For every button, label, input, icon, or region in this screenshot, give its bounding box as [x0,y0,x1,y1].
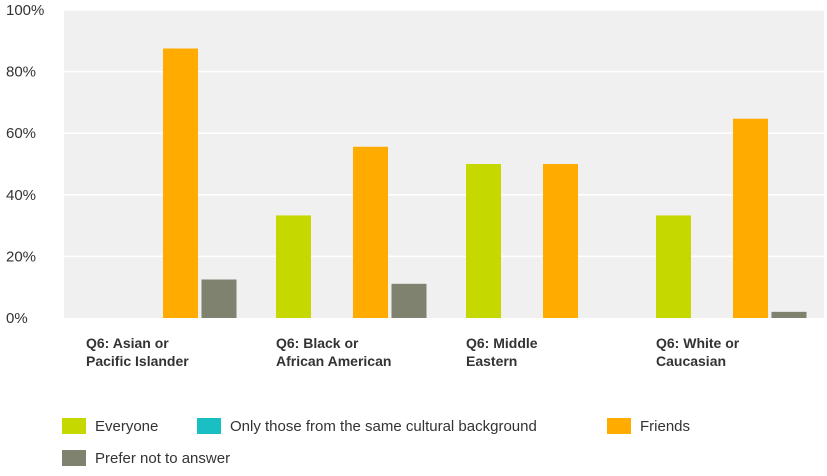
bar-prefer-not-to-answer [391,283,427,318]
legend-swatch [607,418,631,434]
bar-everyone [276,215,311,318]
y-tick-label: 20% [6,248,36,265]
y-tick-label: 100% [6,2,44,19]
legend-label: Prefer not to answer [95,449,231,467]
x-category-label-line: Caucasian [656,353,726,369]
legend-item: Prefer not to answer [62,448,230,468]
legend-item: Only those from the same cultural backgr… [197,416,537,436]
x-category-label: Q6: Middle Eastern [466,335,538,369]
bar-friends [163,48,198,318]
legend-swatch [62,418,86,434]
bar-everyone [656,215,691,318]
x-category-label-line: Q6: Middle [466,335,538,351]
x-category-label-line: Q6: Black or [276,335,359,351]
bar-prefer-not-to-answer [201,279,237,318]
legend-label: Everyone [95,417,159,435]
bar-prefer-not-to-answer [771,311,807,318]
legend-item: Friends [607,416,690,436]
x-category-label: Q6: White or Caucasian [656,335,740,369]
x-category-label-line: Q6: Asian or [86,335,169,351]
x-category-label-line: Q6: White or [656,335,740,351]
x-category-label-line: Pacific Islander [86,353,189,369]
y-tick-label: 60% [6,125,36,142]
x-category-label: Q6: Black or African American [276,335,391,369]
legend-swatch [62,450,86,466]
chart-legend: Everyone Only those from the same cultura… [62,416,822,476]
x-category-label: Q6: Asian or Pacific Islander [86,335,189,369]
legend-label: Only those from the same cultural backgr… [230,417,537,435]
x-category-label-line: African American [276,353,391,369]
bar-everyone [466,164,501,318]
legend-swatch [197,418,221,434]
y-tick-label: 40% [6,187,36,204]
y-tick-label: 0% [6,310,28,327]
bar-friends [543,164,578,318]
y-tick-label: 80% [6,64,36,81]
legend-item: Everyone [62,416,158,436]
legend-label: Friends [640,417,691,435]
bar-friends [353,146,388,318]
x-category-label-line: Eastern [466,353,517,369]
bar-friends [733,118,768,318]
chart-plot: 0% 20% 40% 60% 80% 100% Q6: Asian or Pacific Is… [6,2,824,369]
